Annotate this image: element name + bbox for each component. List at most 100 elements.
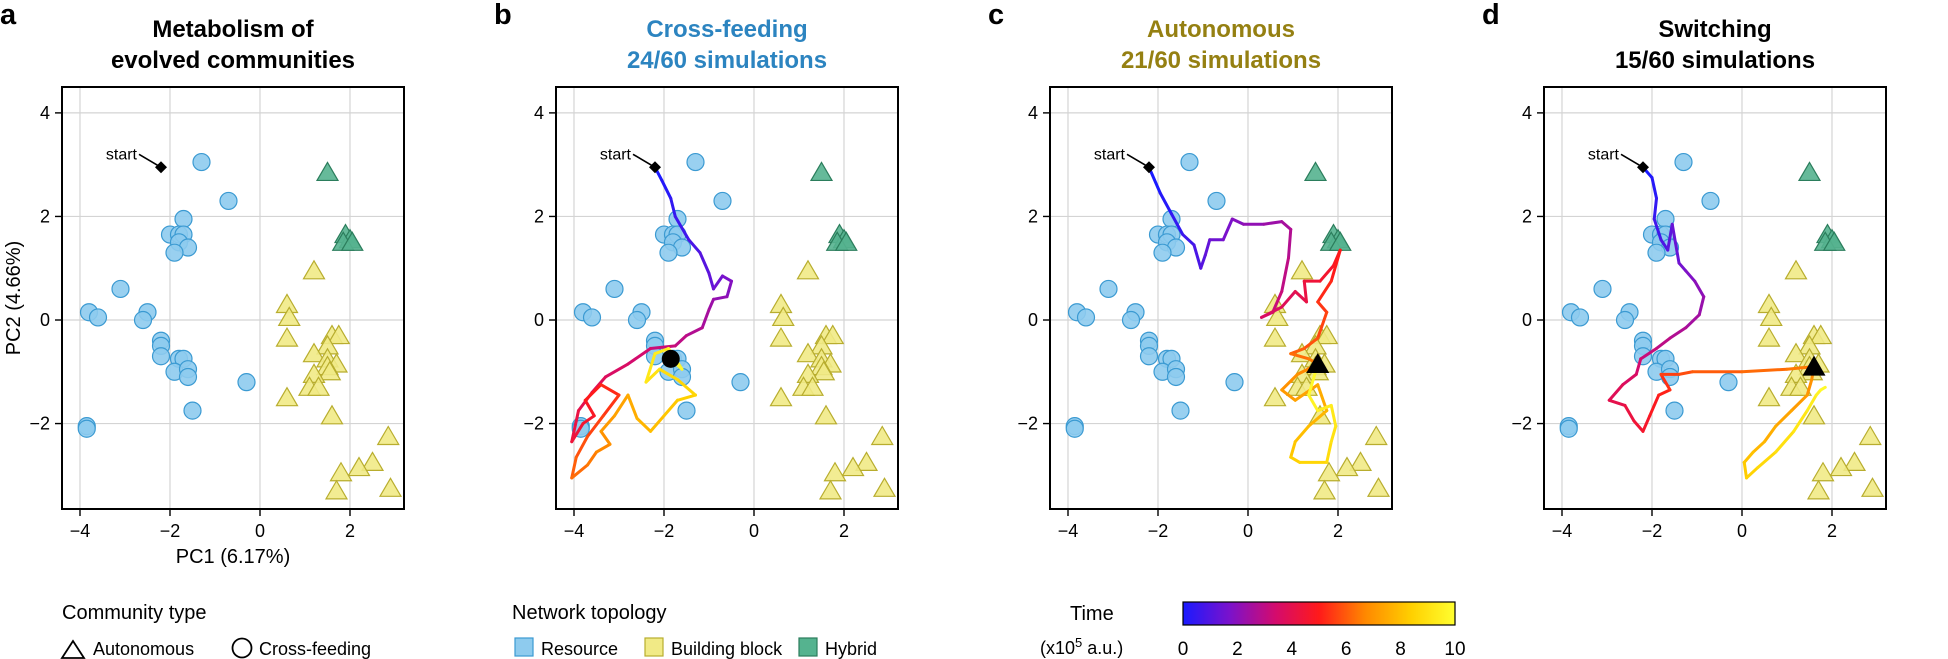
panel-d: d Switching 15/60 simulations −4 −2 0 2 4 2 0 −2 st…	[1482, 0, 1887, 541]
start-label: start	[600, 146, 632, 163]
trajectory-segment	[570, 422, 585, 444]
point-building-block	[1348, 451, 1373, 471]
y-tick-label: 2	[40, 206, 50, 226]
point-resource	[77, 419, 96, 438]
y-tick-label: −2	[1017, 414, 1038, 434]
point-hybrid	[315, 161, 340, 182]
trajectory-segment	[1740, 367, 1789, 374]
point-building-block	[821, 324, 845, 345]
trajectory-segment	[1329, 248, 1342, 283]
point-building-block	[854, 451, 879, 471]
point-building-block	[1788, 376, 1813, 396]
x-tick-label: 2	[839, 521, 849, 541]
trajectory-segment	[1287, 227, 1293, 260]
trajectory-segment	[1289, 455, 1302, 464]
point-building-block	[1811, 461, 1835, 482]
legend-time: Time (x105 a.u.) 0 2 4 6 8 10	[1040, 601, 1466, 659]
point-hybrid	[340, 231, 364, 251]
point-building-block	[1757, 293, 1781, 314]
trajectory-segment	[1641, 414, 1652, 433]
trajectory-segment	[1289, 440, 1297, 459]
point-building-block	[769, 326, 793, 347]
trajectory-segment	[1677, 261, 1688, 273]
point-building-block	[1290, 259, 1314, 280]
point-hybrid	[834, 231, 858, 251]
plot-frame	[1049, 86, 1393, 510]
time-tick-label: 2	[1232, 639, 1243, 659]
trajectory-end-triangle	[1306, 353, 1330, 374]
point-building-block	[347, 456, 371, 477]
legend-autonomous-triangle-icon	[60, 639, 86, 659]
time-colorbar	[1182, 601, 1456, 626]
point-building-block	[769, 293, 793, 314]
point-building-block	[1757, 326, 1781, 347]
y-tick-label: −2	[523, 414, 544, 434]
point-building-block	[1315, 324, 1339, 345]
trajectory-segment	[676, 393, 697, 402]
trajectory-segment	[1260, 305, 1284, 319]
trajectory-segment	[1677, 370, 1694, 376]
point-resource	[1166, 367, 1186, 387]
trajectory-segment	[669, 196, 677, 218]
trajectory-segment	[700, 308, 711, 330]
trajectory-segment	[1170, 212, 1185, 237]
point-building-block	[329, 461, 353, 482]
panel-title-line: 24/60 simulations	[627, 47, 827, 74]
legend-building-block-swatch-icon	[644, 637, 664, 657]
point-resource	[183, 401, 202, 420]
panel-title-line: Cross-feeding	[646, 16, 807, 43]
trajectory-segment	[1302, 336, 1320, 350]
legend-crossfeeding-circle-icon	[231, 637, 253, 659]
point-resource	[237, 373, 256, 392]
x-tick-label: −4	[1552, 521, 1573, 541]
start-marker	[649, 161, 661, 174]
trajectory-segment	[599, 414, 616, 433]
trajectory-segment	[1805, 378, 1814, 397]
trajectory-segment	[1655, 336, 1672, 350]
point-building-block	[1784, 259, 1808, 280]
point-building-block	[360, 451, 385, 471]
legend-crossfeeding-label: Cross-feeding	[259, 639, 371, 659]
trajectory-segment	[725, 279, 733, 299]
x-axis-label: PC1 (6.17%)	[176, 546, 291, 568]
point-building-block	[1842, 451, 1867, 471]
point-resource	[627, 310, 647, 330]
plot-frame	[1543, 86, 1887, 510]
trajectory-segment	[1302, 279, 1308, 304]
panel-letter-d: d	[1482, 0, 1500, 31]
point-resource	[1099, 279, 1118, 299]
point-resource	[1719, 373, 1738, 392]
start-marker	[1143, 161, 1155, 174]
start-label: start	[1588, 146, 1620, 163]
trajectory-segment	[1280, 220, 1293, 231]
point-building-block	[796, 259, 820, 280]
legend-resource-label: Resource	[541, 639, 618, 659]
trajectory-segment	[658, 367, 679, 382]
point-resource	[1065, 419, 1084, 438]
trajectory-segment	[1280, 290, 1297, 309]
legend-time-unit-prefix: (x10	[1040, 638, 1075, 658]
point-building-block	[812, 360, 836, 381]
y-tick-label: 4	[1522, 103, 1532, 123]
point-building-block	[872, 477, 897, 497]
trajectory-segment	[1316, 310, 1329, 340]
y-tick-label: 4	[40, 103, 50, 123]
y-tick-label: −2	[29, 414, 50, 434]
trajectory-segment	[662, 398, 679, 418]
y-tick-label: 2	[1028, 206, 1038, 226]
point-resource	[1665, 401, 1684, 420]
point-building-block	[823, 461, 847, 482]
panel-letter-b: b	[494, 0, 512, 31]
x-tick-label: 0	[255, 521, 265, 541]
legend-community-type: Community type Autonomous Cross-feeding	[60, 602, 371, 659]
point-resource	[1559, 419, 1578, 438]
point-building-block	[796, 342, 820, 363]
y-tick-label: 2	[1522, 206, 1532, 226]
trajectory-segment	[1634, 357, 1643, 376]
trajectory-segment	[1307, 409, 1329, 428]
legend-hybrid-label: Hybrid	[825, 639, 877, 659]
point-building-block	[800, 376, 825, 396]
legend-time-unit-suffix: a.u.)	[1082, 638, 1123, 658]
trajectory-segment	[1329, 424, 1338, 444]
panel-title-line: 21/60 simulations	[1121, 47, 1321, 74]
